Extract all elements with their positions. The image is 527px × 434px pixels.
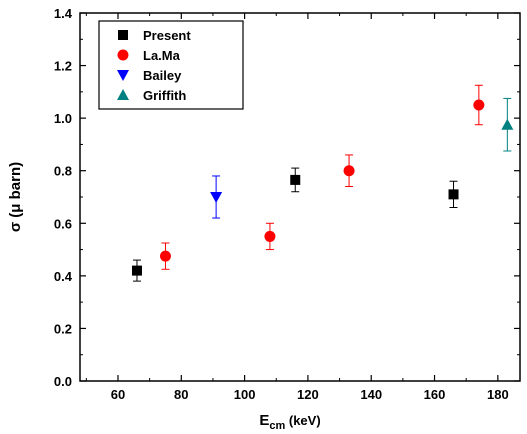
data-points: [131, 99, 514, 276]
x-tick-label: 160: [424, 387, 446, 402]
error-bars: [132, 84, 512, 282]
x-tick-label: 80: [174, 387, 188, 402]
y-tick-label: 0.8: [54, 164, 72, 179]
legend: Present La.Ma Bailey Griffith: [98, 20, 244, 110]
data-point-bailey: [210, 192, 223, 203]
y-tick-label: 0.6: [54, 216, 72, 231]
legend-marker: [117, 89, 129, 100]
y-tick-label: 1.2: [54, 59, 72, 74]
data-point-present: [290, 174, 301, 185]
x-axis-title-subscript: cm: [269, 420, 285, 432]
data-point-la-ma: [159, 250, 171, 262]
legend-label: Bailey: [143, 68, 182, 83]
data-point-la-ma: [264, 230, 276, 242]
legend-label: Present: [143, 28, 191, 43]
axis-ticks: 60 80 100 120 140 160 180 0.0 0.2 0.4 0.6 0.8 1.0 1.2…: [54, 6, 520, 402]
axis-titles: Ecm (keV) σ (μ barn): [7, 162, 321, 432]
data-point-present: [131, 265, 142, 276]
x-tick-label: 140: [360, 387, 382, 402]
y-tick-label: 0.2: [54, 321, 72, 336]
x-tick-label: 180: [487, 387, 509, 402]
y-tick-label: 1.4: [54, 6, 73, 21]
data-point-la-ma: [473, 99, 485, 111]
x-axis-title-main: E: [259, 412, 269, 429]
y-tick-label: 1.0: [54, 111, 72, 126]
x-tick-label: 120: [297, 387, 319, 402]
legend-marker: [117, 70, 129, 81]
legend-label: Griffith: [143, 88, 186, 103]
x-tick-label: 100: [234, 387, 256, 402]
legend-label: La.Ma: [143, 48, 181, 63]
legend-marker: [117, 49, 129, 61]
y-tick-label: 0.0: [54, 374, 72, 389]
data-point-griffith: [501, 118, 514, 130]
y-tick-label: 0.4: [54, 269, 73, 284]
x-tick-label: 60: [111, 387, 125, 402]
legend-marker: [118, 30, 128, 40]
data-point-present: [448, 189, 459, 200]
x-axis-title: Ecm (keV): [259, 412, 320, 432]
data-point-la-ma: [343, 165, 355, 177]
x-axis-title-unit: (keV): [285, 413, 320, 428]
y-axis-title: σ (μ barn): [7, 162, 24, 232]
